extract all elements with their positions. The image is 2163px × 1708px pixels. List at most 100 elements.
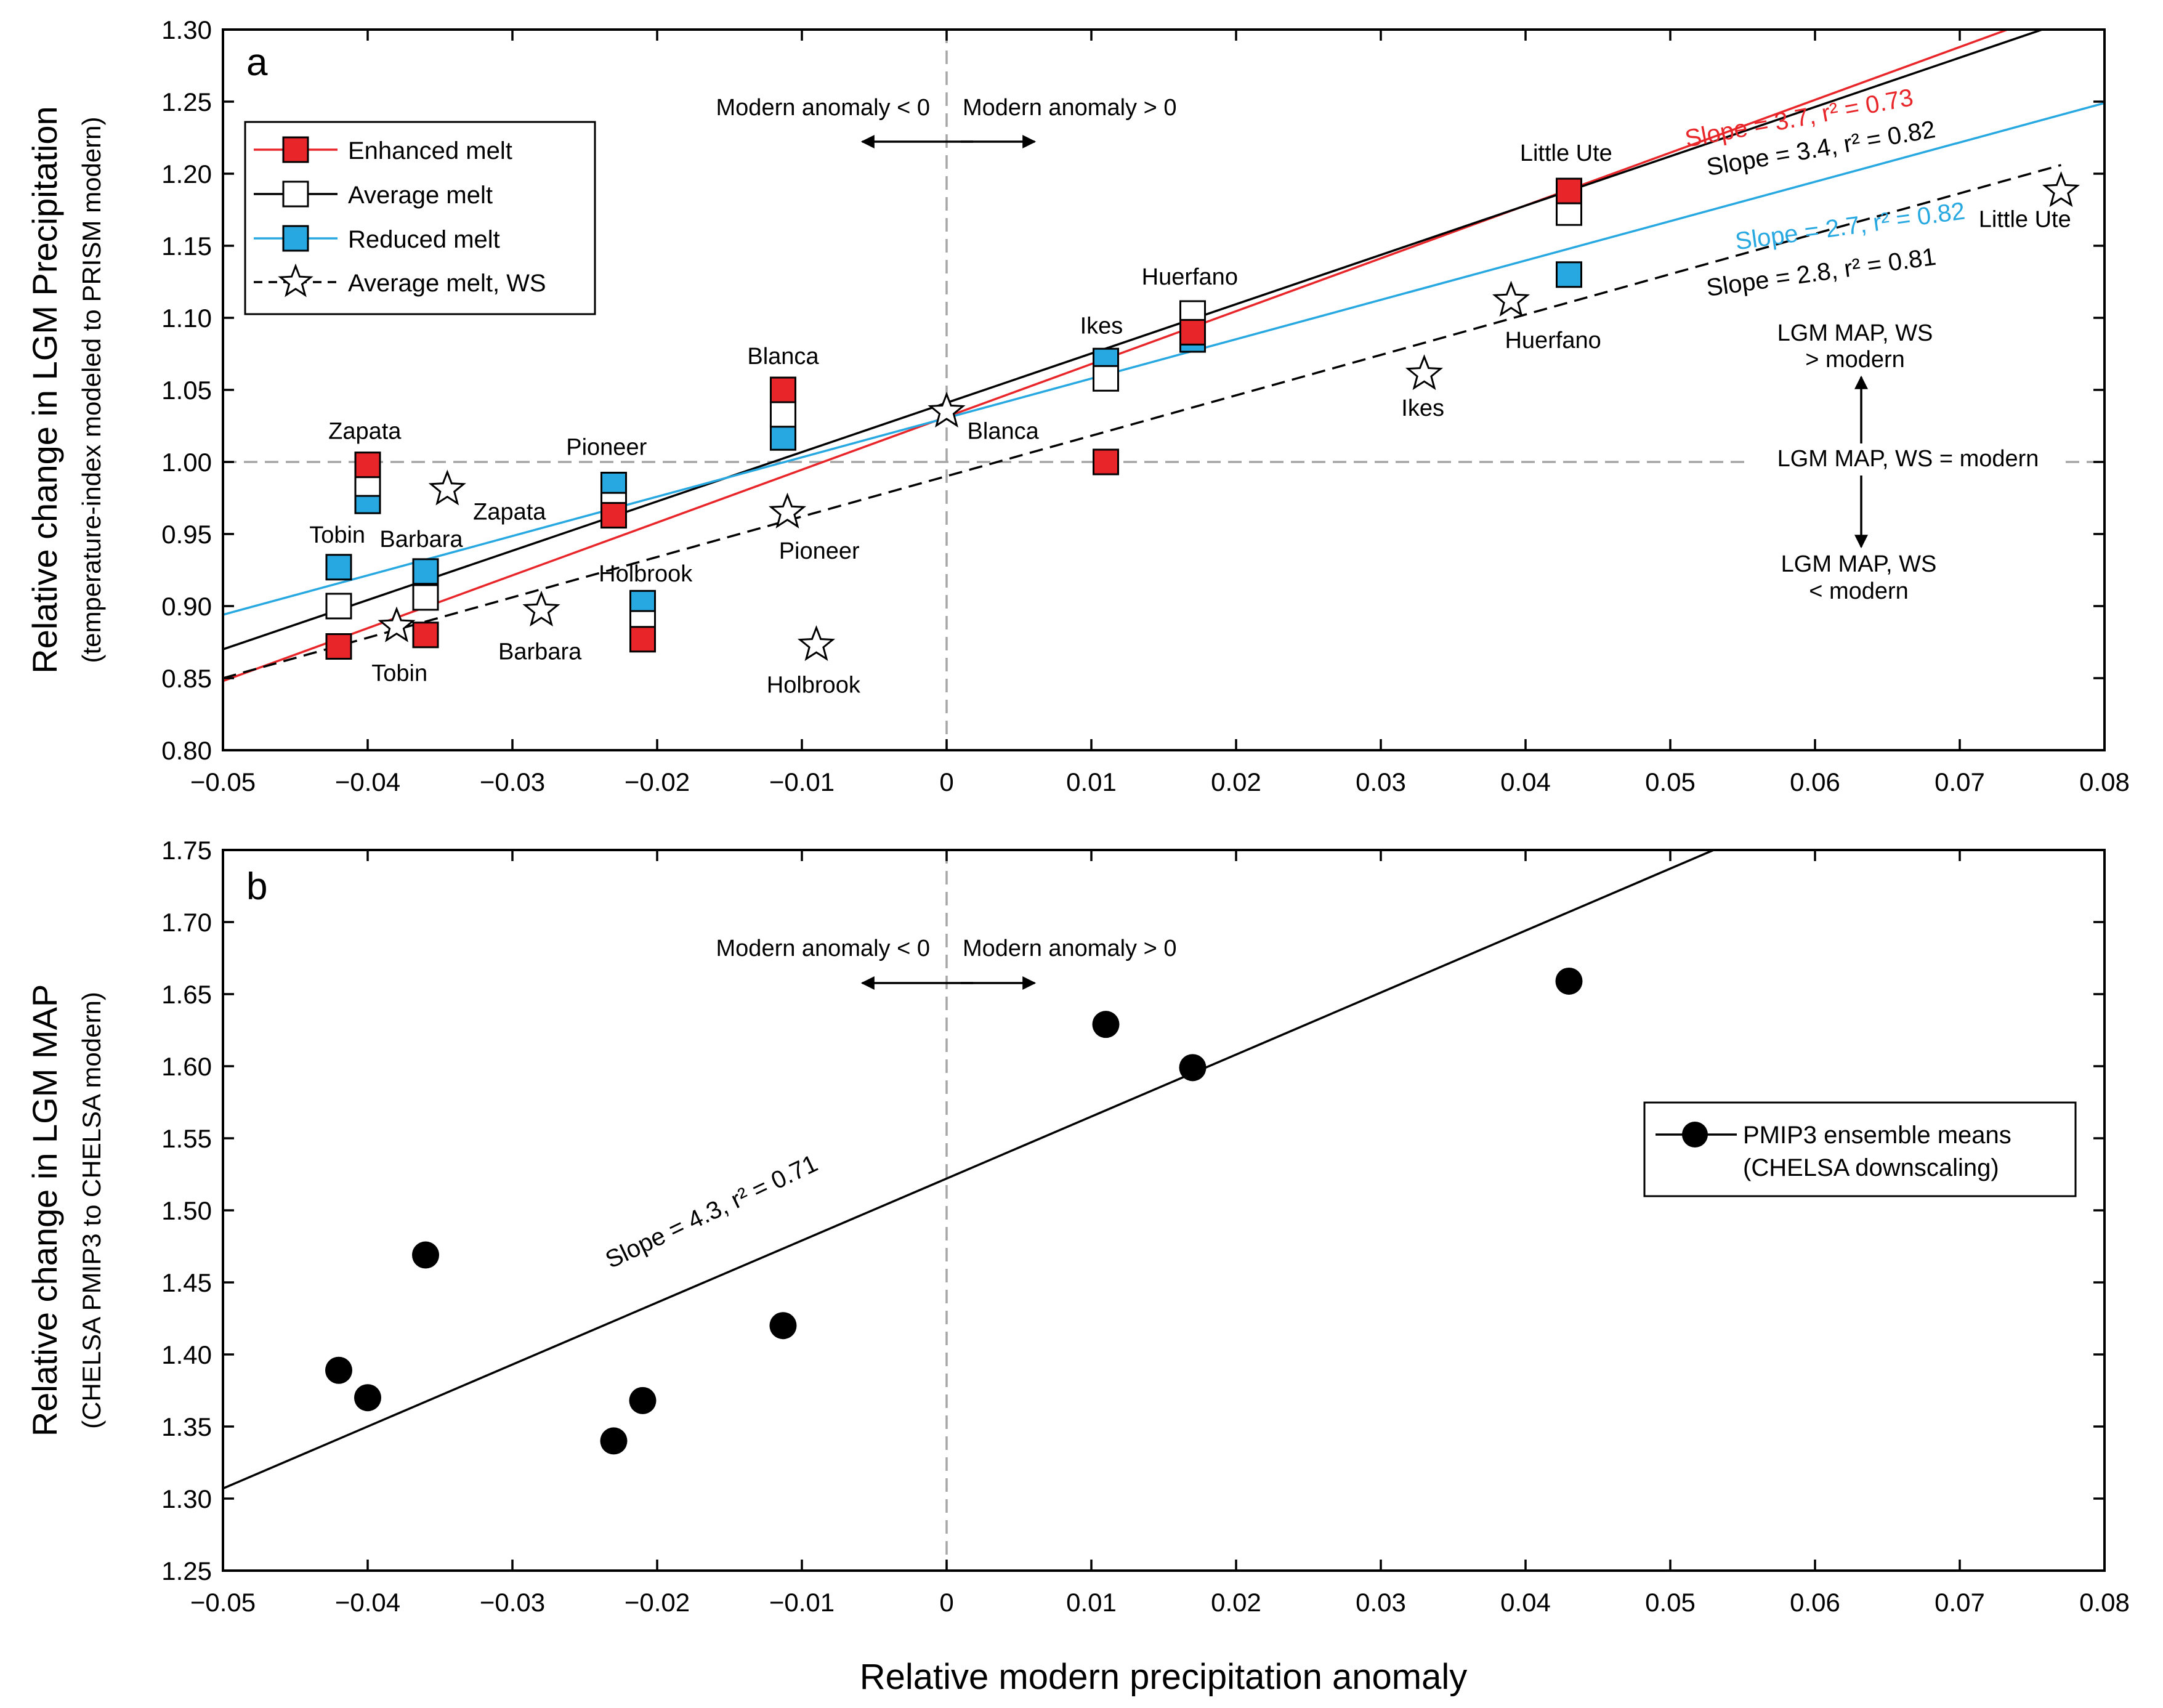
panel-b: Slope = 4.3, r² = 0.71 −0.05 −0.04 −0.03 −0… xyxy=(25,836,2130,1617)
point-pmip3 xyxy=(629,1386,657,1414)
point-pmip3 xyxy=(354,1384,381,1412)
y-tick-label: 1.10 xyxy=(161,304,212,333)
legend-label-enhanced-melt: Enhanced melt xyxy=(348,137,512,164)
legend-label-reduced-melt: Reduced melt xyxy=(348,226,500,253)
x-tick-label: 0.08 xyxy=(2079,767,2130,796)
panel-b-axis-ticks: −0.05 −0.04 −0.03 −0.02 −0.01 0 0.01 0.02 0.03 0.… xyxy=(161,836,2130,1617)
x-tick-label: 0.04 xyxy=(1500,1588,1551,1617)
legend-marker-pmip3-icon xyxy=(1682,1122,1708,1147)
point-average-melt xyxy=(1093,365,1119,392)
point-enhanced-melt xyxy=(325,633,352,660)
point-enhanced-melt xyxy=(412,621,439,649)
site-label: Holbrook xyxy=(767,672,861,698)
point-pmip3 xyxy=(769,1312,797,1340)
site-label: Ikes xyxy=(1080,314,1123,339)
y-tick-label: 1.05 xyxy=(161,376,212,405)
legend-label-average-melt: Average melt xyxy=(348,182,493,209)
site-label: Blanca xyxy=(968,419,1040,445)
site-label: Barbara xyxy=(379,527,463,552)
x-tick-label: 0.06 xyxy=(1790,767,1840,796)
panel-a-site-labels: Zapata Tobin Barbara Pioneer Holbrook Blanca I… xyxy=(309,140,2071,698)
y-tick-label: 1.25 xyxy=(161,1556,212,1585)
x-tick-label: −0.05 xyxy=(190,767,256,796)
y-tick-label: 1.30 xyxy=(161,15,212,44)
point-average-melt-ws-star xyxy=(2042,171,2080,208)
x-tick-label: 0.07 xyxy=(1935,767,1985,796)
x-tick-label: −0.03 xyxy=(480,1588,545,1617)
y-tick-label: 1.65 xyxy=(161,980,212,1009)
x-tick-label: −0.03 xyxy=(480,767,545,796)
x-tick-label: −0.02 xyxy=(625,767,690,796)
panel-b-ylabel-sub: (CHELSA PMIP3 to CHELSA modern) xyxy=(77,992,106,1429)
x-tick-label: 0.03 xyxy=(1356,767,1406,796)
point-reduced-melt xyxy=(325,554,352,581)
fit-line xyxy=(222,164,2061,679)
point-average-melt-ws-star xyxy=(928,391,966,428)
panel-b-legend: PMIP3 ensemble means (CHELSA downscaling… xyxy=(1643,1101,2077,1197)
x-tick-label: −0.01 xyxy=(769,767,835,796)
site-label: Little Ute xyxy=(1979,207,2071,233)
site-label: Holbrook xyxy=(599,561,693,587)
site-label: Barbara xyxy=(498,639,582,665)
site-label: Huerfano xyxy=(1142,264,1238,290)
site-label: Zapata xyxy=(473,500,546,525)
point-average-melt-ws-star xyxy=(428,469,466,506)
point-average-melt xyxy=(769,401,796,428)
panel-b-label: b xyxy=(246,865,267,908)
legend-item-enhanced-melt: Enhanced melt xyxy=(254,136,512,164)
x-tick-label: −0.05 xyxy=(190,1588,256,1617)
legend-label-average-melt-ws: Average melt, WS xyxy=(348,270,546,297)
legend-item-average-melt: Average melt xyxy=(254,180,493,209)
panel-a-map-equal-label: LGM MAP, WS = modern xyxy=(1777,446,2039,472)
x-tick-label: 0.03 xyxy=(1356,1588,1406,1617)
x-tick-label: 0.05 xyxy=(1645,1588,1696,1617)
panel-a-ylabel: Relative change in LGM Precipitation xyxy=(25,106,64,673)
x-axis-title: Relative modern precipitation anomaly xyxy=(860,1657,1468,1697)
site-label: Huerfano xyxy=(1505,328,1601,354)
y-tick-label: 0.85 xyxy=(161,664,212,693)
y-tick-label: 1.00 xyxy=(161,448,212,477)
point-pmip3 xyxy=(600,1427,628,1455)
point-enhanced-melt xyxy=(1093,448,1119,476)
y-tick-label: 0.80 xyxy=(161,736,212,765)
point-pmip3 xyxy=(1555,967,1583,995)
x-tick-label: 0.01 xyxy=(1066,767,1117,796)
x-tick-label: 0.08 xyxy=(2079,1588,2130,1617)
legend-item-average-melt-ws: Average melt, WS xyxy=(254,263,546,297)
y-tick-label: 1.30 xyxy=(161,1484,212,1513)
panel-a-anomaly-positive-label: Modern anomaly > 0 xyxy=(963,95,1176,121)
panel-a-label: a xyxy=(246,41,268,84)
y-tick-label: 0.90 xyxy=(161,592,212,621)
panel-a-legend: Enhanced melt Average melt Reduced melt … xyxy=(244,121,596,315)
point-enhanced-melt xyxy=(600,502,627,529)
point-average-melt xyxy=(1556,199,1582,226)
point-pmip3 xyxy=(1092,1011,1120,1038)
panel-a-anomaly-negative-label: Modern anomaly < 0 xyxy=(716,95,930,121)
panel-a-map-above-label-2: > modern xyxy=(1805,347,1905,373)
y-tick-label: 1.40 xyxy=(161,1340,212,1369)
x-tick-label: −0.01 xyxy=(769,1588,835,1617)
site-label: Tobin xyxy=(309,522,365,548)
point-pmip3 xyxy=(325,1356,352,1384)
x-tick-label: 0.07 xyxy=(1935,1588,1985,1617)
y-tick-label: 1.25 xyxy=(161,87,212,116)
y-tick-label: 0.95 xyxy=(161,520,212,549)
panel-b-anomaly-negative-label: Modern anomaly < 0 xyxy=(716,936,930,961)
legend-marker-reduced-melt xyxy=(282,225,309,252)
point-average-melt-ws-star xyxy=(797,625,836,662)
panel-b-fit-labels: Slope = 4.3, r² = 0.71 xyxy=(601,1150,822,1274)
point-enhanced-melt xyxy=(769,376,796,403)
y-tick-label: 1.35 xyxy=(161,1412,212,1441)
y-tick-label: 1.45 xyxy=(161,1268,212,1297)
panel-b-anomaly-positive-label: Modern anomaly > 0 xyxy=(963,936,1176,961)
panel-a-axis-ticks: −0.05 −0.04 −0.03 −0.02 −0.01 0 0.01 0.02 0.03 0.… xyxy=(161,15,2130,796)
legend-box-b xyxy=(1643,1101,2077,1197)
site-label: Pioneer xyxy=(566,434,647,460)
point-reduced-melt xyxy=(1556,261,1582,288)
x-tick-label: −0.02 xyxy=(625,1588,690,1617)
site-label: Ikes xyxy=(1401,395,1444,421)
point-pmip3 xyxy=(1179,1054,1207,1082)
panel-a-map-below-label: LGM MAP, WS xyxy=(1781,551,1937,577)
